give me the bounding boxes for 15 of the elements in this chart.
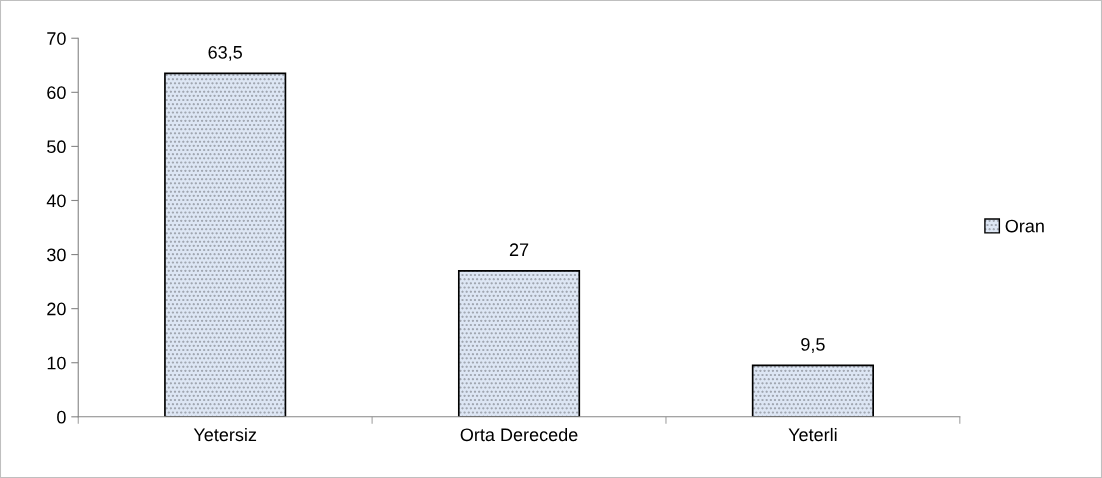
legend-label: Oran: [1005, 219, 1044, 233]
y-tick-label: 30: [47, 248, 66, 262]
y-tick-label: 50: [47, 140, 66, 154]
y-tick-label: 0: [57, 410, 66, 424]
x-tick-label: Yeterli: [788, 427, 837, 442]
data-label: 9,5: [801, 337, 825, 353]
data-label: 27: [509, 243, 529, 256]
y-tick-label: 40: [46, 194, 66, 208]
y-tick-label: 10: [47, 356, 66, 370]
y-tick-label: 60: [47, 86, 66, 100]
x-tick-label: Orta Derecede: [460, 427, 578, 442]
y-tick-label: 70: [47, 32, 66, 45]
x-tick-label: Yetersiz: [193, 427, 257, 442]
data-label: 63,5: [208, 45, 242, 61]
y-tick-label: 20: [47, 302, 66, 316]
